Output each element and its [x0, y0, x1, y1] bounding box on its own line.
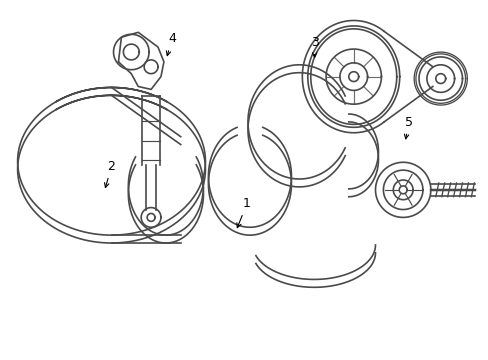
Text: 4: 4 — [166, 32, 176, 56]
Text: 2: 2 — [104, 160, 115, 188]
Text: 3: 3 — [310, 36, 318, 57]
Text: 5: 5 — [404, 116, 412, 139]
Text: 1: 1 — [236, 197, 250, 228]
